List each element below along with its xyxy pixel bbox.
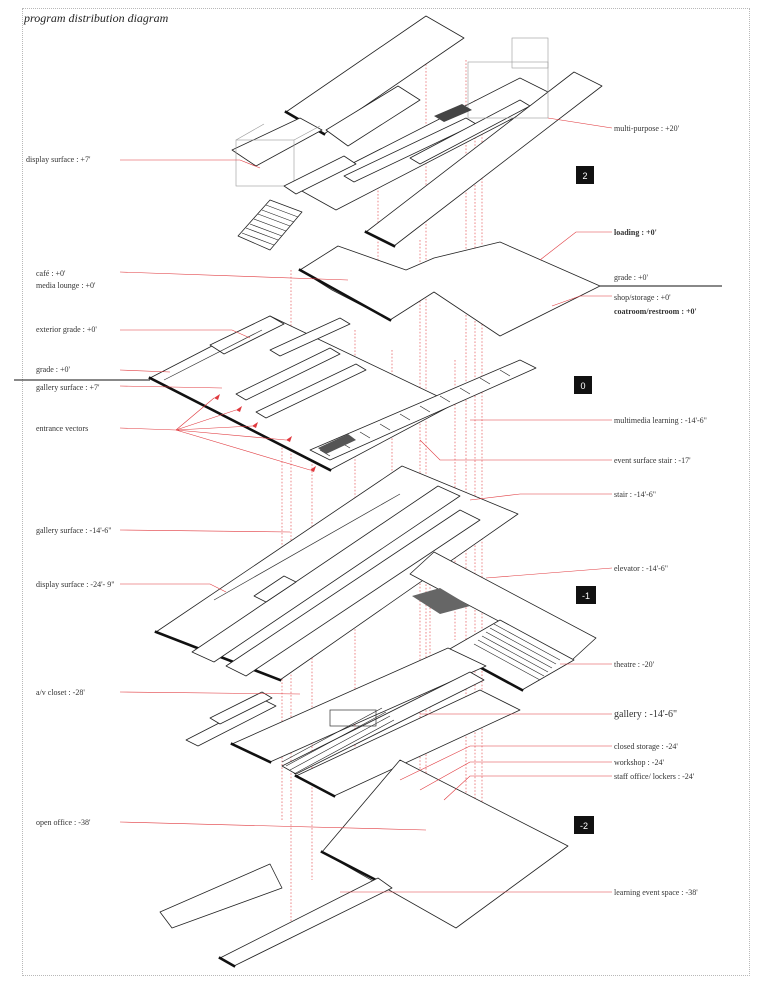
level-badge-minus2: -2: [574, 816, 594, 834]
label-theatre: theatre : -20': [614, 660, 655, 669]
diagram-title: program distribution diagram: [24, 11, 169, 25]
label-learning-event-space: learning event space : -38': [614, 888, 698, 897]
label-grade-left: grade : +0': [36, 365, 71, 374]
left-leaders: [119, 159, 427, 831]
label-exterior-grade: exterior grade : +0': [36, 325, 97, 334]
label-entrance-vectors: entrance vectors: [36, 424, 88, 433]
level-0-plan: [148, 241, 601, 472]
label-loading: loading : +0': [614, 228, 657, 237]
label-coatroom-restroom: coatroom/restroom : +0': [614, 307, 697, 316]
svg-text:-1: -1: [582, 591, 590, 601]
label-display-surface-minus24: display surface : -24'- 9": [36, 580, 114, 589]
label-display-surface-plus7: display surface : +7': [26, 155, 91, 164]
grade-lines: [14, 285, 722, 381]
level-badge-0: 0: [574, 376, 592, 394]
label-open-office: open office : -38': [36, 818, 91, 827]
diagram-frame: [22, 8, 750, 976]
label-av-closet: a/v closet : -28': [36, 688, 85, 697]
label-cafe: café : +0': [36, 269, 66, 278]
svg-text:-2: -2: [580, 821, 588, 831]
svg-text:2: 2: [582, 171, 587, 181]
label-gallery-surface-plus7: gallery surface : +7': [36, 383, 100, 392]
level-minus2-upper-plan: [185, 647, 521, 798]
level-badge-minus1: -1: [576, 586, 596, 604]
level-minus2-plan: [159, 759, 569, 968]
label-staff-office: staff office/ lockers : -24': [614, 772, 695, 781]
gallery-stair-treads: [281, 707, 395, 775]
label-multimedia-learning: multimedia learning : -14'-6": [614, 416, 707, 425]
right-leaders: [340, 117, 613, 893]
left-labels: display surface : +7' café : +0' media l…: [26, 155, 114, 827]
label-workshop: workshop : -24': [614, 758, 664, 767]
label-event-surface-stair: event surface stair : -17': [614, 456, 691, 465]
right-labels: multi-purpose : +20' loading : +0' grade…: [614, 124, 707, 897]
label-stair: stair : -14'-6": [614, 490, 656, 499]
label-grade-right: grade : +0': [614, 273, 649, 282]
level-minus1-plan: [154, 465, 597, 692]
label-shop-storage: shop/storage : +0': [614, 293, 671, 302]
label-closed-storage: closed storage : -24': [614, 742, 678, 751]
level-0-stair: [309, 359, 537, 461]
label-media-lounge: media lounge : +0': [36, 281, 96, 290]
entrance-vector-arrows: [214, 394, 316, 472]
label-gallery-minus14: gallery : -14'-6": [614, 709, 677, 720]
level-2-stair-treads: [241, 204, 299, 246]
label-gallery-surface-minus14: gallery surface : -14'-6": [36, 526, 112, 535]
level-badge-2: 2: [576, 166, 594, 184]
label-elevator: elevator : -14'-6": [614, 564, 668, 573]
theatre-seating: [473, 623, 561, 681]
svg-text:0: 0: [580, 381, 585, 391]
level-2-plan: [231, 15, 603, 251]
label-multi-purpose: multi-purpose : +20': [614, 124, 680, 133]
